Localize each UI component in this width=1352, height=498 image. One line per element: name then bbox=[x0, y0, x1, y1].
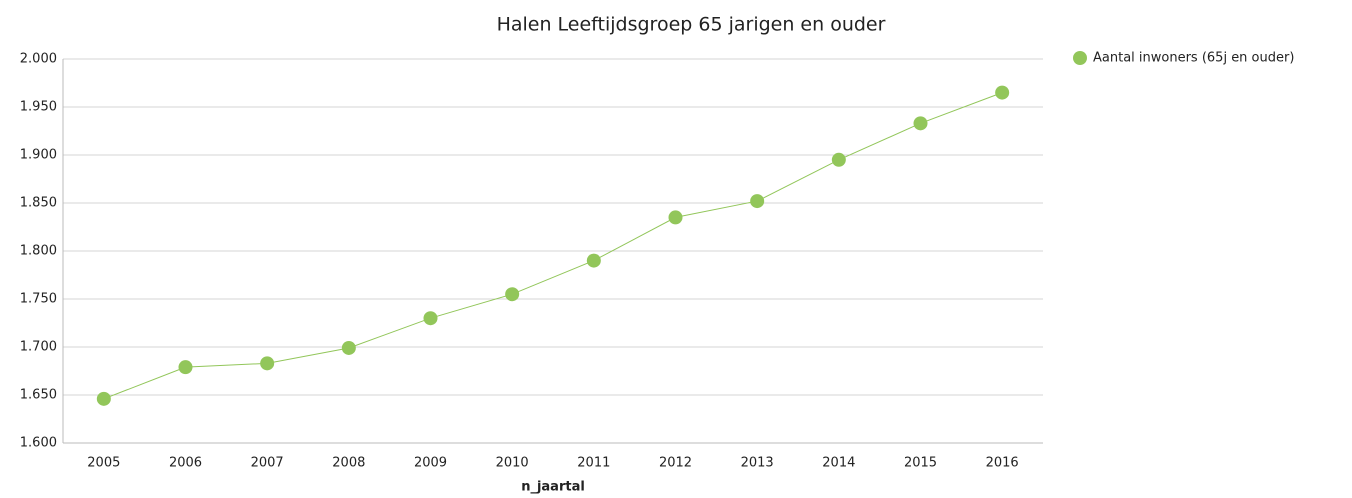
y-tick-label: 1.850 bbox=[20, 196, 57, 211]
y-tick-label: 1.800 bbox=[20, 244, 57, 259]
x-tick-label: 2013 bbox=[741, 456, 774, 471]
legend-marker bbox=[1073, 51, 1087, 65]
x-tick-label: 2006 bbox=[169, 456, 202, 471]
x-tick-label: 2011 bbox=[577, 456, 610, 471]
chart-title: Halen Leeftijdsgroep 65 jarigen en ouder bbox=[497, 14, 886, 36]
x-tick-label: 2005 bbox=[87, 456, 120, 471]
legend-label: Aantal inwoners (65j en ouder) bbox=[1093, 51, 1294, 66]
data-point bbox=[96, 391, 111, 406]
data-point bbox=[423, 311, 438, 326]
data-point bbox=[505, 287, 520, 302]
data-point bbox=[260, 356, 275, 371]
y-tick-label: 1.950 bbox=[20, 100, 57, 115]
y-tick-label: 1.750 bbox=[20, 292, 57, 307]
data-point bbox=[913, 116, 928, 131]
x-tick-label: 2012 bbox=[659, 456, 692, 471]
data-point bbox=[831, 152, 846, 167]
data-point bbox=[668, 210, 683, 225]
y-tick-label: 1.700 bbox=[20, 340, 57, 355]
y-tick-label: 1.650 bbox=[20, 388, 57, 403]
data-point bbox=[586, 253, 601, 268]
x-tick-label: 2010 bbox=[496, 456, 529, 471]
data-point bbox=[750, 194, 765, 209]
series-line bbox=[103, 92, 1003, 400]
data-point bbox=[178, 360, 193, 375]
x-tick-label: 2008 bbox=[332, 456, 365, 471]
x-axis-title: n_jaartal bbox=[521, 480, 585, 495]
data-point bbox=[341, 340, 356, 355]
x-tick-label: 2014 bbox=[822, 456, 855, 471]
x-tick-label: 2015 bbox=[904, 456, 937, 471]
y-tick-label: 1.900 bbox=[20, 148, 57, 163]
data-point bbox=[995, 85, 1010, 100]
x-tick-label: 2007 bbox=[251, 456, 284, 471]
y-tick-label: 2.000 bbox=[20, 52, 57, 67]
x-tick-label: 2009 bbox=[414, 456, 447, 471]
y-tick-label: 1.600 bbox=[20, 436, 57, 451]
x-tick-label: 2016 bbox=[986, 456, 1019, 471]
